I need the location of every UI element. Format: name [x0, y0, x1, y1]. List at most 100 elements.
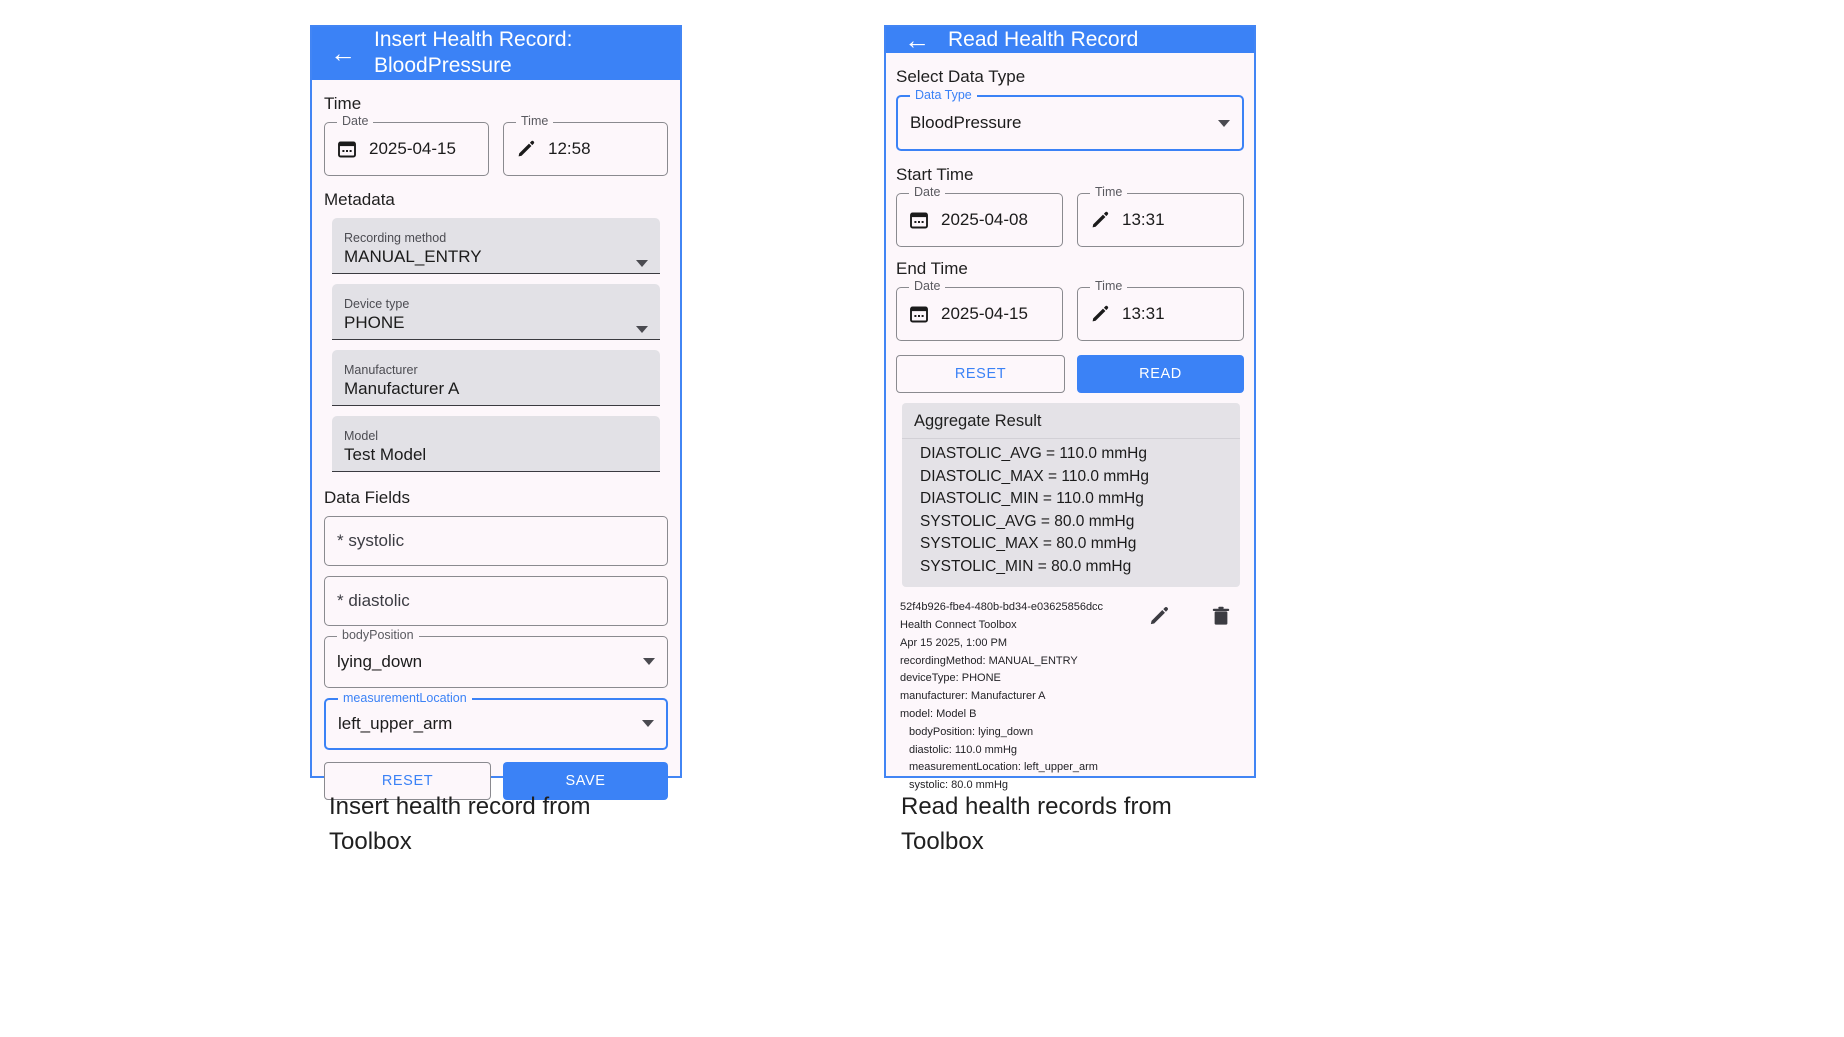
end-date-label: Date	[909, 280, 946, 293]
record-manufacturer: manufacturer: Manufacturer A	[900, 690, 1046, 703]
start-time-field-label: Time	[1090, 186, 1128, 199]
model-field[interactable]: Model Test Model	[332, 415, 660, 472]
record-actions	[1148, 599, 1240, 795]
end-time-field[interactable]: Time 13:31	[1077, 280, 1244, 342]
record-details: 52f4b926-fbe4-480b-bd34-e03625856dcc Hea…	[900, 599, 1148, 795]
trash-icon[interactable]	[1210, 605, 1232, 627]
insert-save-button[interactable]: SAVE	[503, 761, 668, 800]
record-systolic: systolic: 80.0 mmHg	[909, 779, 1009, 792]
read-health-record-panel: ← Read Health Record Select Data Type Da…	[884, 25, 1256, 791]
recording-method-dropdown[interactable]: Recording method MANUAL_ENTRY	[332, 217, 660, 274]
chevron-down-icon[interactable]	[1218, 119, 1230, 127]
start-time-value: 13:31	[1122, 210, 1165, 230]
end-time-field-label: Time	[1090, 280, 1128, 293]
calendar-icon[interactable]	[909, 304, 929, 324]
manufacturer-label: Manufacturer	[344, 362, 418, 377]
chevron-down-icon[interactable]	[642, 720, 654, 727]
model-value: Test Model	[344, 444, 427, 464]
diastolic-placeholder: * diastolic	[337, 590, 410, 610]
insert-appbar: ← Insert Health Record: BloodPressure	[312, 27, 680, 80]
recording-method-value: MANUAL_ENTRY	[344, 246, 482, 266]
aggregate-row: DIASTOLIC_MIN = 110.0 mmHg	[920, 490, 1144, 508]
chevron-down-icon[interactable]	[643, 658, 655, 665]
read-appbar-title: Read Health Record	[948, 28, 1139, 51]
record-app-name: Health Connect Toolbox	[900, 618, 1017, 631]
start-date-value: 2025-04-08	[941, 210, 1028, 230]
record-diastolic: diastolic: 110.0 mmHg	[909, 743, 1018, 756]
pencil-icon[interactable]	[1090, 304, 1110, 324]
manufacturer-field[interactable]: Manufacturer Manufacturer A	[332, 349, 660, 406]
pencil-icon[interactable]	[1148, 605, 1170, 627]
aggregate-result-header: Aggregate Result	[902, 403, 1240, 440]
aggregate-row: SYSTOLIC_MAX = 80.0 mmHg	[920, 535, 1137, 553]
insert-time-field[interactable]: Time 12:58	[503, 114, 668, 176]
read-caption: Read health records from Toolbox	[901, 793, 1172, 855]
device-type-dropdown[interactable]: Device type PHONE	[332, 283, 660, 340]
start-date-label: Date	[909, 186, 946, 199]
record-uuid: 52f4b926-fbe4-480b-bd34-e03625856dcc	[900, 601, 1104, 614]
calendar-icon[interactable]	[337, 139, 357, 159]
body-position-value: lying_down	[337, 651, 423, 671]
arrow-left-icon[interactable]: ←	[904, 25, 930, 56]
time-section-label: Time	[324, 93, 362, 113]
insert-reset-button[interactable]: RESET	[324, 761, 491, 800]
record-model: model: Model B	[900, 707, 977, 720]
chevron-down-icon[interactable]	[636, 325, 648, 333]
start-time-row: Date 2025-04-08 Time	[896, 186, 1244, 248]
read-reset-button[interactable]: RESET	[896, 355, 1065, 394]
aggregate-row: DIASTOLIC_MAX = 110.0 mmHg	[920, 467, 1149, 485]
aggregate-row: DIASTOLIC_AVG = 110.0 mmHg	[920, 445, 1147, 463]
insert-action-buttons: RESET SAVE	[324, 761, 668, 800]
insert-appbar-title: Insert Health Record: BloodPressure	[374, 28, 573, 78]
insert-health-record-panel: ← Insert Health Record: BloodPressure Ti…	[310, 25, 682, 800]
data-type-dropdown[interactable]: Data Type BloodPressure	[896, 89, 1244, 152]
aggregate-result-panel: Aggregate Result DIASTOLIC_AVG = 110.0 m…	[902, 403, 1240, 588]
end-time-label: End Time	[896, 259, 968, 279]
body-position-label: bodyPosition	[337, 628, 419, 641]
aggregate-row: SYSTOLIC_MIN = 80.0 mmHg	[920, 557, 1132, 575]
systolic-placeholder: * systolic	[337, 530, 405, 550]
measurement-location-dropdown[interactable]: measurementLocation left_upper_arm	[324, 691, 668, 750]
manufacturer-value: Manufacturer A	[344, 378, 460, 398]
pencil-icon[interactable]	[516, 139, 536, 159]
body-position-dropdown[interactable]: bodyPosition lying_down	[324, 628, 668, 688]
insert-caption: Insert health record from Toolbox	[329, 793, 591, 855]
insert-date-field[interactable]: Date 2025-04-15	[324, 114, 489, 176]
metadata-section-label: Metadata	[324, 189, 395, 209]
record-body-position: bodyPosition: lying_down	[909, 725, 1034, 738]
device-type-label: Device type	[344, 296, 410, 311]
recording-method-label: Recording method	[344, 230, 447, 245]
start-time-label: Start Time	[896, 165, 974, 185]
aggregate-row: SYSTOLIC_AVG = 80.0 mmHg	[920, 512, 1135, 530]
measurement-location-label: measurementLocation	[338, 691, 472, 704]
insert-form-body: Time Date 2025-04-15 Time	[312, 80, 680, 808]
insert-date-value: 2025-04-15	[369, 138, 456, 158]
data-type-value: BloodPressure	[910, 113, 1022, 133]
data-fields: * systolic * diastolic bodyPosition lyin…	[324, 515, 668, 750]
diastolic-input[interactable]: * diastolic	[324, 575, 668, 626]
select-data-type-label: Select Data Type	[896, 67, 1026, 87]
insert-time-value: 12:58	[548, 138, 591, 158]
model-label: Model	[344, 428, 379, 443]
insert-time-label: Time	[516, 114, 554, 127]
systolic-input[interactable]: * systolic	[324, 515, 668, 566]
start-time-field[interactable]: Time 13:31	[1077, 186, 1244, 248]
arrow-left-icon[interactable]: ←	[330, 38, 356, 69]
chevron-down-icon[interactable]	[636, 259, 648, 267]
read-appbar: ← Read Health Record	[886, 25, 1254, 56]
calendar-icon[interactable]	[909, 210, 929, 230]
time-row: Date 2025-04-15 Time	[324, 114, 668, 176]
read-action-buttons: RESET READ	[896, 355, 1244, 394]
read-read-button[interactable]: READ	[1077, 355, 1244, 394]
record-measurement-location: measurementLocation: left_upper_arm	[909, 761, 1098, 774]
device-type-value: PHONE	[344, 312, 405, 332]
record-device-type: deviceType: PHONE	[900, 672, 1001, 685]
insert-date-label: Date	[337, 114, 374, 127]
read-form-body: Select Data Type Data Type BloodPressure…	[886, 53, 1254, 803]
aggregate-result-items: DIASTOLIC_AVG = 110.0 mmHg DIASTOLIC_MAX…	[902, 439, 1240, 587]
end-date-field[interactable]: Date 2025-04-15	[896, 280, 1063, 342]
pencil-icon[interactable]	[1090, 210, 1110, 230]
data-fields-section-label: Data Fields	[324, 487, 410, 507]
record-list-item: 52f4b926-fbe4-480b-bd34-e03625856dcc Hea…	[896, 599, 1244, 795]
start-date-field[interactable]: Date 2025-04-08	[896, 186, 1063, 248]
